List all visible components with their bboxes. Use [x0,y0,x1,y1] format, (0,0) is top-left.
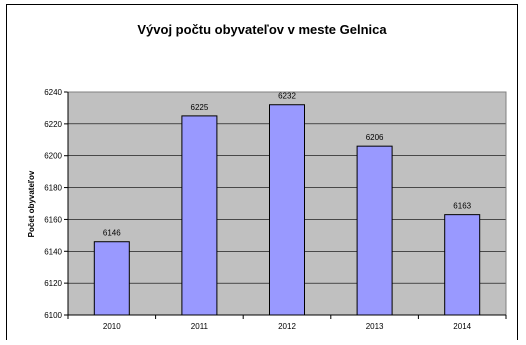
x-tick-label: 2012 [278,322,296,331]
chart-title: Vývoj počtu obyvateľov v meste Gelnica [137,22,387,37]
data-label: 6225 [191,103,209,112]
x-tick-label: 2011 [191,322,209,331]
bar [444,214,481,316]
plot-area: 6100 6120 6140 6160 6180 6200 6220 6240 6146 2010… [44,88,507,331]
y-tick-label: 6180 [44,184,62,193]
chart-frame: Vývoj počtu obyvateľov v meste Gelnica P… [6,4,518,340]
bar-chart: Vývoj počtu obyvateľov v meste Gelnica P… [6,4,518,340]
bar [269,104,305,316]
x-tick-label: 2014 [453,322,471,331]
y-axis-label: Počet obyvateľov [27,170,36,237]
y-tick-label: 6220 [44,120,62,129]
bar [181,115,218,316]
x-tick-label: 2010 [103,322,121,331]
chart-border [6,4,518,340]
y-tick-label: 6160 [44,215,62,224]
y-tick-label: 6120 [44,279,62,288]
y-tick-label: 6140 [44,247,62,256]
bar [356,145,393,316]
data-label: 6206 [366,133,384,142]
y-tick-label: 6100 [44,311,62,320]
data-label: 6146 [103,229,121,238]
data-label: 6232 [278,92,296,101]
y-tick-label: 6240 [44,88,62,97]
y-tick-label: 6200 [44,152,62,161]
bar [93,241,130,316]
data-label: 6163 [453,202,471,211]
x-tick-label: 2013 [366,322,384,331]
